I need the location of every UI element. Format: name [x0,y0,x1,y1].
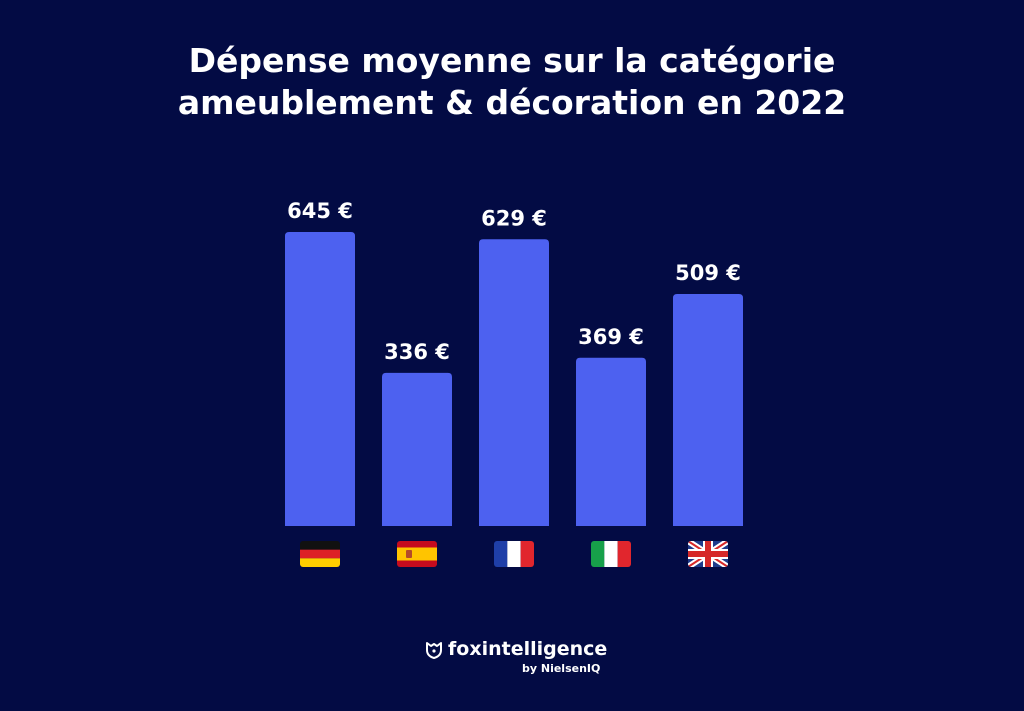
flag-france-icon [494,541,534,567]
value-label: 645 € [287,199,353,223]
brand-name: foxintelligence [448,638,608,660]
bars-group [285,232,743,526]
chart-title-line-2: ameublement & décoration en 2022 [177,83,847,122]
flags-group [300,541,728,567]
flag-spain-icon [397,541,437,567]
flag-italy-icon [591,541,631,567]
bar-italie [576,357,646,526]
bar-allemagne [285,232,355,526]
value-labels-group: 645 € 336 € 629 € 369 € 509 € [287,199,741,364]
fox-shield-icon [426,642,442,659]
chart-title-line-1: Dépense moyenne sur la catégorie [188,41,836,80]
value-label: 509 € [675,261,741,285]
value-label: 629 € [481,206,547,230]
flag-uk-icon [688,541,728,567]
chart-title: Dépense moyenne sur la catégorie ameuble… [0,40,1024,124]
bar-france [479,239,549,526]
value-label: 336 € [384,340,450,364]
value-label: 369 € [578,325,644,349]
flag-germany-icon [300,541,340,567]
bar-espagne [382,372,452,526]
bar-royaume-uni [673,293,743,526]
brand-tagline: by NielsenIQ [522,662,601,675]
